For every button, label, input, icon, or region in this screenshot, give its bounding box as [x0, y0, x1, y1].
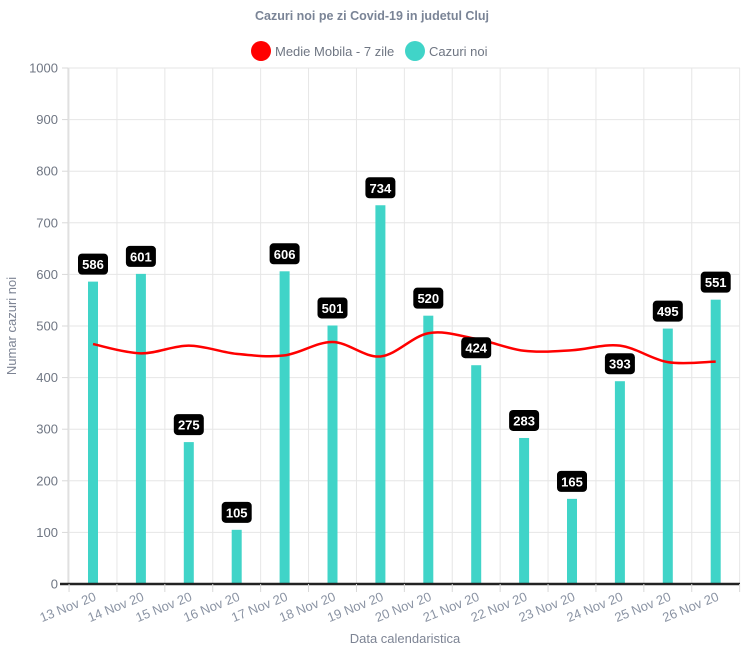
- data-label-box: [125, 245, 156, 267]
- data-label-box: [652, 300, 683, 322]
- data-label-box: [269, 243, 300, 265]
- bar-26-nov-20[interactable]: [710, 299, 721, 584]
- moving-average-line[interactable]: [92, 331, 716, 365]
- data-label-text: 520: [417, 291, 439, 306]
- bar-18-nov-20[interactable]: [327, 325, 338, 584]
- data-label: 520: [413, 287, 444, 309]
- y-tick-label: 600: [36, 267, 58, 282]
- legend-marker-new-cases: [405, 41, 425, 61]
- legend: Medie Mobila - 7 zile Cazuri noi: [251, 41, 488, 61]
- y-tick-label: 400: [36, 370, 58, 385]
- data-label-text: 283: [513, 413, 535, 428]
- gridlines: [67, 67, 741, 584]
- legend-label-moving-average: Medie Mobila - 7 zile: [275, 44, 394, 59]
- y-tick-label: 100: [36, 525, 58, 540]
- data-label-text: 501: [322, 301, 344, 316]
- data-label: 393: [604, 353, 635, 375]
- data-label: 165: [557, 470, 587, 492]
- data-label-box: [557, 470, 587, 492]
- bar-22-nov-20[interactable]: [519, 437, 530, 584]
- y-tick-label: 500: [36, 319, 58, 334]
- data-label-text: 165: [561, 474, 583, 489]
- bar-20-nov-20[interactable]: [423, 315, 434, 584]
- data-label-text: 606: [274, 247, 296, 262]
- data-label: 105: [221, 501, 252, 523]
- legend-label-new-cases: Cazuri noi: [429, 44, 488, 59]
- data-label: 495: [652, 300, 683, 322]
- data-label: 551: [700, 271, 731, 293]
- y-tick-label: 200: [36, 473, 58, 488]
- data-label-box: [173, 414, 204, 436]
- data-label-box: [413, 287, 444, 309]
- legend-item-moving-average[interactable]: Medie Mobila - 7 zile: [251, 41, 394, 61]
- bar-17-nov-20[interactable]: [279, 271, 290, 584]
- bar-21-nov-20[interactable]: [471, 365, 482, 584]
- data-label-text: 551: [705, 275, 727, 290]
- bar-19-nov-20[interactable]: [375, 205, 386, 585]
- data-label-text: 495: [657, 304, 679, 319]
- y-axis-ticks: 0 100 200 300 400 500 600 700 800 900 1000: [29, 61, 68, 592]
- bar-24-nov-20[interactable]: [614, 381, 625, 584]
- data-label-text: 424: [465, 341, 487, 356]
- chart-title: Cazuri noi pe zi Covid-19 in judetul Clu…: [255, 9, 489, 23]
- data-label: 275: [173, 414, 204, 436]
- data-label-text: 734: [370, 181, 392, 196]
- moving-average-line-group: [92, 331, 716, 365]
- data-label-box: [221, 501, 252, 523]
- data-label-box: [365, 177, 396, 199]
- data-label: 601: [125, 245, 156, 267]
- bar-23-nov-20[interactable]: [567, 498, 577, 584]
- y-tick-label: 0: [51, 577, 58, 592]
- data-label-box: [78, 253, 108, 275]
- data-label: 586: [78, 253, 108, 275]
- y-tick-label: 700: [36, 215, 58, 230]
- data-label-box: [461, 337, 492, 359]
- bar-14-nov-20[interactable]: [135, 273, 146, 584]
- data-label: 283: [509, 409, 540, 431]
- data-label-text: 105: [226, 505, 248, 520]
- data-label: 501: [317, 297, 348, 319]
- data-label: 734: [365, 177, 396, 199]
- bar-16-nov-20[interactable]: [231, 529, 242, 584]
- data-label-box: [509, 409, 540, 431]
- data-label-text: 275: [178, 418, 200, 433]
- data-label-text: 586: [82, 257, 104, 272]
- data-label-text: 601: [130, 249, 152, 264]
- data-label-box: [700, 271, 731, 293]
- data-label: 424: [461, 337, 492, 359]
- y-tick-label: 900: [36, 112, 58, 127]
- y-tick-label: 800: [36, 164, 58, 179]
- y-axis-title: Numar cazuri noi: [4, 277, 19, 375]
- bar-25-nov-20[interactable]: [662, 328, 673, 584]
- bar-13-nov-20[interactable]: [88, 281, 98, 584]
- y-tick-label: 1000: [29, 61, 58, 76]
- bar-15-nov-20[interactable]: [183, 442, 194, 584]
- data-labels: 586 601 275 105 606 501 734 520 424 283 165 393 495 5…: [78, 177, 731, 523]
- x-axis-title: Data calendaristica: [350, 631, 461, 646]
- data-label-box: [317, 297, 348, 319]
- bars: [88, 205, 721, 585]
- legend-item-new-cases[interactable]: Cazuri noi: [405, 41, 488, 61]
- legend-marker-moving-average: [251, 41, 271, 61]
- data-label-box: [604, 353, 635, 375]
- data-label: 606: [269, 243, 300, 265]
- data-label-text: 393: [609, 357, 631, 372]
- y-tick-label: 300: [36, 422, 58, 437]
